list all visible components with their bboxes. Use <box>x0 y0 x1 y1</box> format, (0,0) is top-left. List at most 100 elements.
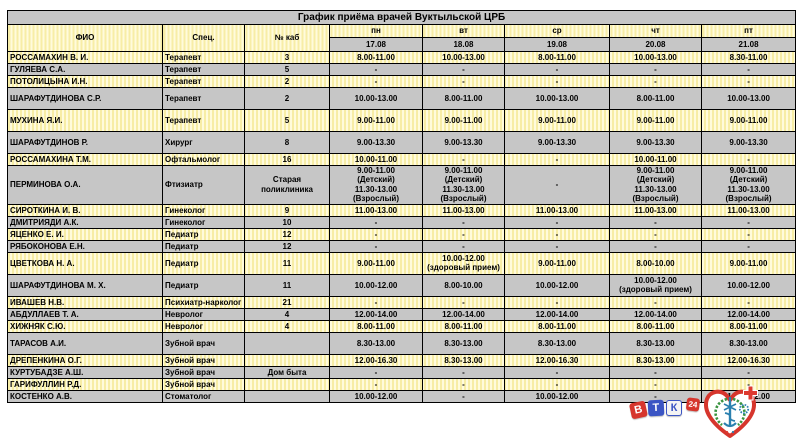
schedule-cell: 12.00-14.00 <box>700 307 797 321</box>
doctor-specialty: Психиатр-нарколог <box>162 295 245 309</box>
schedule-cell: 9.00-13.30 <box>329 131 423 154</box>
day-header: вт <box>422 24 505 38</box>
table-row: КУРТУБАДЗЕ А.Ш. Зубной врач Дом быта - - - - - <box>7 365 797 379</box>
table-row: ДМИТРИЯДИ А.К. Гинеколог 10- - - - - <box>7 215 797 229</box>
schedule-cell: 9.00-11.00 (Детский) 11.30-13.00 (Взросл… <box>700 165 797 205</box>
schedule-cell: - <box>329 365 423 379</box>
schedule-cell: - <box>700 295 797 309</box>
doctor-name: ИВАШЕВ Н.В. <box>7 295 163 309</box>
doctor-specialty: Зубной врач <box>162 365 245 379</box>
schedule-cell: - <box>422 75 505 88</box>
schedule-cell: - <box>504 75 610 88</box>
doctor-specialty: Педиатр <box>162 227 245 241</box>
doctor-name: ТАРАСОВ А.И. <box>7 331 163 355</box>
schedule-cell: - <box>422 227 505 241</box>
schedule-cell: 9.00-13.30 <box>700 131 797 154</box>
schedule-cell: - <box>504 377 610 391</box>
vtk-letter-k-icon: К <box>666 400 682 416</box>
doctor-specialty: Невролог <box>162 307 245 321</box>
column-header-cab: № каб <box>244 24 330 52</box>
schedule-cell: - <box>700 215 797 229</box>
schedule-cell: - <box>329 215 423 229</box>
doctor-name: ПЕРМИНОВА О.А. <box>7 165 163 205</box>
doctor-name: ШАРАФУТДИНОВА С.Р. <box>7 87 163 110</box>
table-row: ЯЦЕНКО Е. И. Педиатр 12- - - - - <box>7 227 797 241</box>
table-row: РОССАМАХИНА Т.М. Офтальмолог 16 10.00-11.00… <box>7 153 797 166</box>
doctor-name: ГУЛЯЕВА С.А. <box>7 63 163 76</box>
doctor-specialty: Офтальмолог <box>162 153 245 166</box>
schedule-cell: - <box>609 75 702 88</box>
doctor-specialty: Гинеколог <box>162 203 245 217</box>
schedule-cell: 10.00-12.00 (здоровый прием) <box>422 251 505 275</box>
schedule-cell: 10.00-13.00 <box>700 87 797 110</box>
schedule-cell: - <box>609 63 702 76</box>
schedule-cell: - <box>700 63 797 76</box>
doctor-specialty: Невролог <box>162 319 245 333</box>
schedule-cell: 10.00-12.00 <box>700 273 797 297</box>
schedule-cell: 10.00-12.00 <box>329 389 423 403</box>
schedule-cell: 9.00-13.30 <box>422 131 505 154</box>
schedule-cell: 9.00-11.00 (Детский) 11.30-13.00 (Взросл… <box>609 165 702 205</box>
doctor-cabinet: 5 <box>244 109 330 132</box>
doctor-name: ЦВЕТКОВА Н. А. <box>7 251 163 275</box>
schedule-cell: - <box>609 227 702 241</box>
schedule-cell: - <box>329 239 423 253</box>
doctor-cabinet: 5 <box>244 63 330 76</box>
doctor-specialty: Стоматолог <box>162 389 245 403</box>
doctor-specialty: Терапевт <box>162 87 245 110</box>
doctor-cabinet: Старая поликлиника <box>244 165 330 205</box>
schedule-cell: - <box>329 295 423 309</box>
table-row: ДРЕПЕНКИНА О.Г. Зубной врач 12.00-16.30 8.3… <box>7 353 797 367</box>
table-row: АБДУЛЛАЕВ Т. А. Невролог 4 12.00-14.00 12.00… <box>7 307 797 321</box>
doctor-name: ДМИТРИЯДИ А.К. <box>7 215 163 229</box>
schedule-cell: 11.00-13.00 <box>329 203 423 217</box>
date-cell: 20.08 <box>609 37 702 52</box>
laurel-wreath <box>714 397 746 427</box>
schedule-cell: 9.00-11.00 <box>422 109 505 132</box>
schedule-cell: 8.00-11.00 <box>329 51 423 64</box>
schedule-cell: - <box>422 295 505 309</box>
schedule-cell: - <box>700 75 797 88</box>
column-header-fio: ФИО <box>7 24 163 52</box>
doctor-name: КОСТЕНКО А.В. <box>7 389 163 403</box>
doctor-specialty: Зубной врач <box>162 377 245 391</box>
schedule-cell: 12.00-14.00 <box>609 307 702 321</box>
vtk-letter-t-icon: Т <box>647 399 665 417</box>
doctor-name: РОССАМАХИН В. И. <box>7 51 163 64</box>
doctor-name: АБДУЛЛАЕВ Т. А. <box>7 307 163 321</box>
schedule-cell: 9.00-11.00 <box>329 109 423 132</box>
table-row: ЦВЕТКОВА Н. А. Педиатр 11 9.00-11.00 10.00-1… <box>7 251 797 275</box>
doctor-cabinet <box>244 331 330 355</box>
doctor-specialty: Зубной врач <box>162 353 245 367</box>
schedule-cell: 8.00-11.00 <box>504 319 610 333</box>
schedule-cell: - <box>609 295 702 309</box>
table-row: ШАРАФУТДИНОВА С.Р. Терапевт 2 10.00-13.00 8.… <box>7 87 797 110</box>
schedule-cell: - <box>700 153 797 166</box>
schedule-cell: - <box>504 365 610 379</box>
schedule-cell: - <box>504 63 610 76</box>
date-cell: 17.08 <box>329 37 423 52</box>
schedule-cell: 12.00-16.30 <box>700 353 797 367</box>
doctor-cabinet <box>244 377 330 391</box>
schedule-cell: 8.00-11.00 <box>329 319 423 333</box>
schedule-cell: - <box>504 295 610 309</box>
doctor-specialty: Терапевт <box>162 75 245 88</box>
table-row: РЯБОКОНОВА Е.Н. Педиатр 12- - - - - <box>7 239 797 253</box>
doctor-cabinet: 9 <box>244 203 330 217</box>
schedule-cell: 12.00-16.30 <box>504 353 610 367</box>
schedule-cell: - <box>422 239 505 253</box>
dot-blue <box>731 430 735 434</box>
date-cell: 21.08 <box>700 37 797 52</box>
table-row: ХИЖНЯК С.Ю. Невролог 4 8.00-11.00 8.00-11.00… <box>7 319 797 333</box>
schedule-cell: 10.00-12.00 <box>329 273 423 297</box>
schedule-cell: 10.00-13.00 <box>329 87 423 110</box>
doctor-cabinet: 11 <box>244 251 330 275</box>
schedule-cell: 9.00-11.00 <box>609 109 702 132</box>
table-row: ПОТОЛИЦЫНА И.Н. Терапевт 2- - - - - <box>7 75 797 88</box>
schedule-cell: 8.30-13.00 <box>422 353 505 367</box>
schedule-cell: - <box>609 365 702 379</box>
schedule-cell: 9.00-11.00 <box>700 251 797 275</box>
doctor-name: МУХИНА Я.И. <box>7 109 163 132</box>
doctor-cabinet: 16 <box>244 153 330 166</box>
day-header: чт <box>609 24 702 38</box>
